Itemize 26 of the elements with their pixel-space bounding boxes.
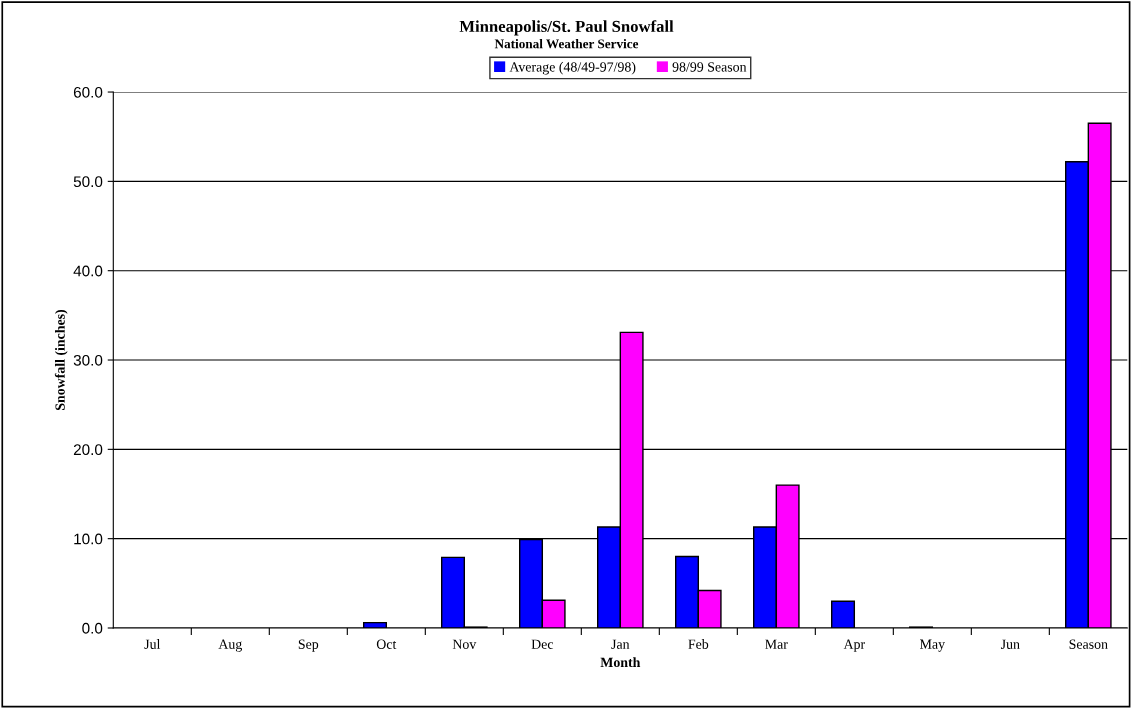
y-tick-label: 10.0 [74, 533, 103, 545]
legend-label: Average (48/49-97/98) [509, 61, 636, 75]
y-tick-label: 20.0 [73, 444, 103, 456]
x-tick-label: Oct [376, 639, 397, 649]
y-tick-label: 0.0 [82, 622, 103, 634]
x-tick-label: Jul [144, 639, 161, 649]
y-tick-label: 60.0 [73, 86, 103, 98]
chart-subtitle: National Weather Service [494, 38, 639, 49]
x-tick-label: Sep [298, 639, 319, 652]
x-tick-label: Aug [218, 639, 242, 652]
y-tick-label: 50.0 [73, 176, 103, 188]
x-tick-label: Mar [765, 639, 788, 649]
x-tick-label: Dec [531, 639, 554, 649]
y-tick-label: 40.0 [73, 265, 103, 277]
x-tick-label: May [920, 639, 945, 652]
x-axis-title: Month [600, 657, 641, 668]
x-tick-label: Season [1069, 639, 1108, 649]
x-tick-label: Feb [688, 639, 709, 649]
x-tick-label: Apr [843, 639, 865, 652]
y-tick-label: 30.0 [73, 354, 103, 366]
x-tick-label: Jan [611, 639, 630, 649]
chart-title: Minneapolis/St. Paul Snowfall [459, 20, 674, 36]
y-axis-title: Snowfall (inches) [54, 309, 68, 411]
legend-label: 98/99 Season [672, 62, 747, 72]
x-tick-label: Jun [1000, 639, 1020, 649]
x-tick-label: Nov [452, 639, 477, 649]
